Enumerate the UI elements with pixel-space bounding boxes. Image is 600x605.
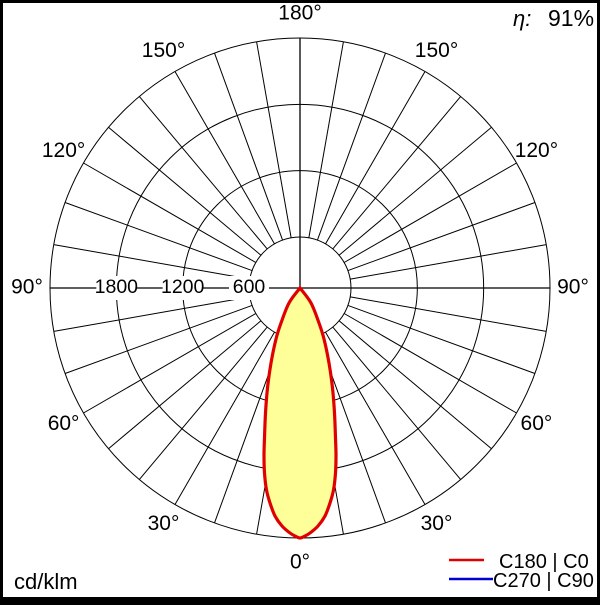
svg-text:60°: 60° [48,412,80,435]
svg-text:1200: 1200 [161,276,205,298]
svg-text:150°: 150° [415,39,458,62]
svg-text:90°: 90° [557,276,589,299]
svg-text:90°: 90° [11,276,43,299]
svg-text:180°: 180° [278,2,321,25]
svg-text:1800: 1800 [95,276,139,298]
svg-text:30°: 30° [421,512,453,535]
svg-text:30°: 30° [148,512,180,535]
svg-text:η:: η: [513,6,531,31]
svg-text:C270 | C90: C270 | C90 [493,570,594,592]
svg-text:600: 600 [233,276,266,298]
svg-text:150°: 150° [142,39,185,62]
svg-text:91%: 91% [548,5,594,31]
svg-text:120°: 120° [42,139,85,162]
svg-text:60°: 60° [521,412,553,435]
svg-text:120°: 120° [515,139,558,162]
svg-text:0°: 0° [290,551,310,574]
svg-text:cd/klm: cd/klm [14,569,78,594]
